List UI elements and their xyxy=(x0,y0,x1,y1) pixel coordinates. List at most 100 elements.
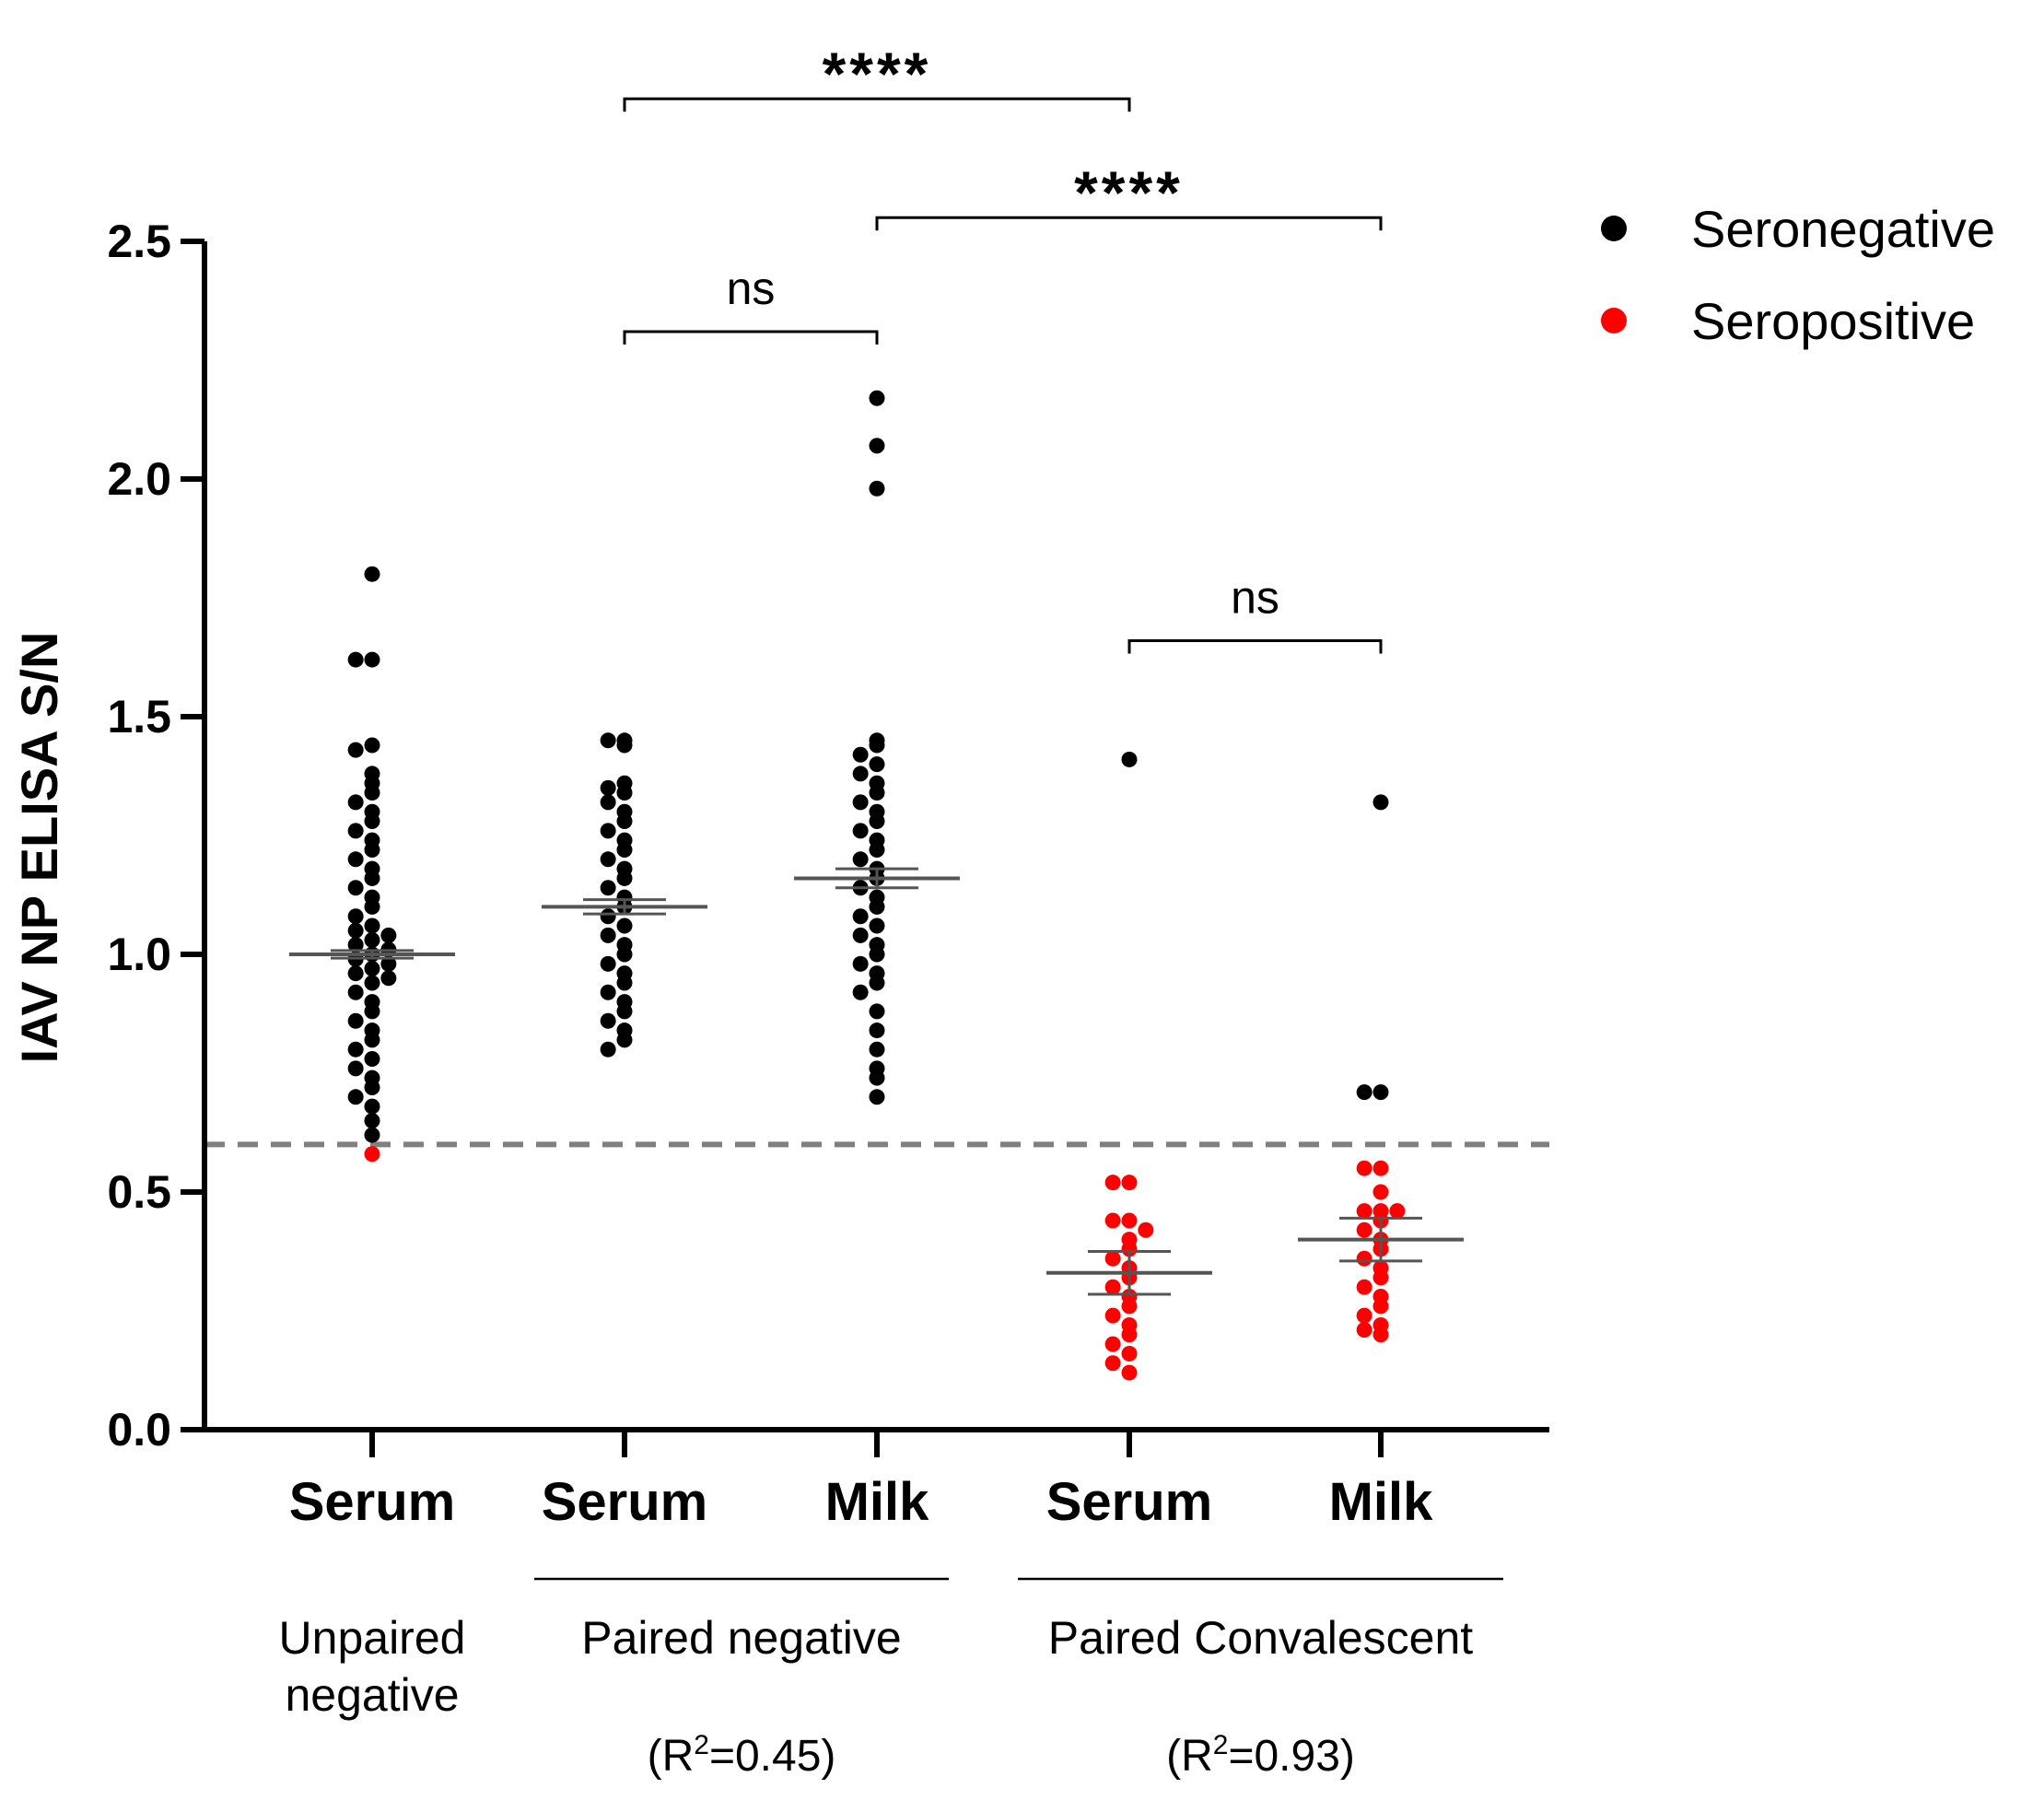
seronegative-point xyxy=(616,737,633,754)
seronegative-point xyxy=(364,841,380,858)
seropositive-point xyxy=(1389,1203,1406,1220)
seronegative-point xyxy=(869,898,885,915)
seronegative-point xyxy=(869,813,885,830)
seropositive-point xyxy=(1121,1175,1138,1191)
seronegative-point xyxy=(616,1003,633,1020)
seronegative-point xyxy=(1372,1084,1389,1101)
seropositive-legend-label: Seropositive xyxy=(1691,292,1975,350)
seronegative-point xyxy=(347,1041,364,1058)
seronegative-point xyxy=(347,984,364,1000)
x-tick-label: Serum xyxy=(1046,1472,1213,1532)
significance-label: **** xyxy=(1074,158,1184,227)
data-points xyxy=(347,390,1406,1381)
seronegative-point xyxy=(380,927,397,943)
significance-brackets: **** **** ns ns xyxy=(623,40,1383,654)
seronegative-point xyxy=(347,823,364,839)
seronegative-point xyxy=(364,918,380,934)
seronegative-point xyxy=(347,851,364,868)
seronegative-point xyxy=(600,823,616,839)
seropositive-point xyxy=(1372,1327,1389,1343)
seronegative-point xyxy=(347,908,364,925)
seronegative-point xyxy=(600,908,616,925)
seronegative-point xyxy=(852,766,869,782)
seronegative-point xyxy=(347,794,364,811)
seronegative-point xyxy=(364,975,380,991)
significance-bracket xyxy=(623,330,879,345)
seronegative-point xyxy=(347,937,364,953)
seronegative-point xyxy=(852,908,869,925)
r2-label: (R2=0.45) xyxy=(648,1730,836,1781)
seropositive-point xyxy=(1121,1327,1138,1343)
y-tick-label: 1.0 xyxy=(107,929,171,980)
y-tick-label: 0.0 xyxy=(107,1404,171,1455)
seronegative-point xyxy=(852,955,869,972)
seronegative-point xyxy=(364,1127,380,1143)
seronegative-point xyxy=(364,1003,380,1020)
seronegative-point xyxy=(364,737,380,754)
seropositive-point xyxy=(1356,1203,1372,1220)
significance-label: **** xyxy=(823,40,932,108)
significance-label: ns xyxy=(727,263,776,314)
seronegative-point xyxy=(600,880,616,896)
seronegative-point xyxy=(364,870,380,886)
seronegative-point xyxy=(852,794,869,811)
y-axis: 0.0 0.5 1.0 1.5 2.0 2.5 xyxy=(107,216,207,1455)
seronegative-point xyxy=(869,946,885,963)
seronegative-point xyxy=(380,970,397,987)
seronegative-point xyxy=(600,955,616,972)
seronegative-point xyxy=(364,813,380,830)
seropositive-point xyxy=(1138,1221,1154,1238)
seronegative-point xyxy=(600,984,616,1000)
r2-label: (R2=0.93) xyxy=(1166,1730,1355,1781)
seronegative-point xyxy=(852,851,869,868)
group-label: Unpaired xyxy=(279,1612,466,1664)
significance-bracket xyxy=(1127,638,1383,654)
seronegative-point xyxy=(616,870,633,886)
group-label: Paired negative xyxy=(581,1612,901,1664)
seronegative-point xyxy=(364,785,380,801)
y-tick-label: 2.0 xyxy=(107,453,171,505)
y-axis-title: IAV NP ELISA S/N xyxy=(10,632,68,1064)
seronegative-point xyxy=(616,785,633,801)
seronegative-legend-label: Seronegative xyxy=(1691,200,1995,258)
seronegative-point xyxy=(869,390,885,406)
seronegative-point xyxy=(616,918,633,934)
seronegative-point xyxy=(347,1012,364,1029)
seropositive-point xyxy=(1356,1250,1372,1267)
seropositive-point xyxy=(1372,1269,1389,1286)
seronegative-point xyxy=(364,1098,380,1115)
seronegative-point xyxy=(380,955,397,972)
significance-bracket xyxy=(623,97,1131,112)
seronegative-point xyxy=(869,480,885,497)
seronegative-point xyxy=(852,984,869,1000)
seronegative-point xyxy=(364,1079,380,1095)
seronegative-point xyxy=(347,1060,364,1077)
seropositive-point xyxy=(1356,1221,1372,1238)
seropositive-point xyxy=(1104,1336,1121,1352)
seronegative-point xyxy=(347,1089,364,1105)
seropositive-point xyxy=(1104,1212,1121,1229)
seropositive-point xyxy=(1104,1279,1121,1295)
seronegative-point xyxy=(364,898,380,915)
seronegative-point xyxy=(347,651,364,668)
x-tick-label: Serum xyxy=(542,1472,708,1532)
seronegative-legend-marker xyxy=(1601,216,1627,241)
seronegative-point xyxy=(616,841,633,858)
seronegative-point xyxy=(364,651,380,668)
seronegative-point xyxy=(364,566,380,582)
seropositive-point xyxy=(1372,1184,1389,1200)
seronegative-point xyxy=(600,779,616,796)
mean-sem-bars xyxy=(289,867,1464,1296)
seropositive-point xyxy=(1104,1175,1121,1191)
y-tick-label: 1.5 xyxy=(107,691,171,742)
seronegative-point xyxy=(364,1113,380,1129)
seropositive-point xyxy=(1356,1307,1372,1324)
x-axis: Serum Serum Milk Serum Milk xyxy=(202,1427,1549,1532)
y-tick-label: 0.5 xyxy=(107,1166,171,1218)
seropositive-point xyxy=(1356,1160,1372,1176)
seronegative-point xyxy=(364,1051,380,1068)
x-tick-label: Serum xyxy=(289,1472,456,1532)
seronegative-point xyxy=(347,742,364,758)
